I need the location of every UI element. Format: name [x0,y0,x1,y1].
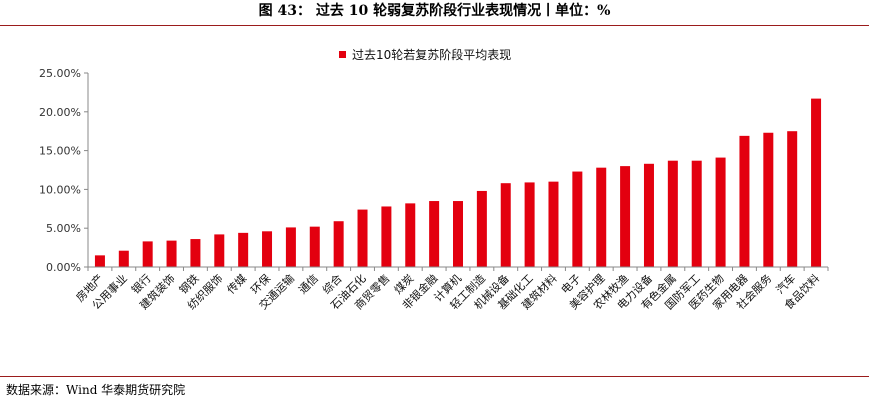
footer-divider [0,376,869,377]
bar [524,182,535,267]
bar [811,98,822,267]
bar [429,201,440,267]
bar [285,227,296,267]
bar [142,241,153,267]
bar [381,206,392,267]
x-axis: 房地产公用事业 银行建筑装饰 钢铁纺织服饰 传媒 环保交通运输 通信 综合石油石化商贸零售煤… [73,266,829,312]
x-tick-label: 传媒 [225,272,250,297]
bar [787,131,798,267]
bar [596,167,607,267]
y-tick-label: 25.00% [39,67,81,80]
bar [214,234,225,267]
y-tick-label: 5.00% [46,222,81,235]
bar [620,166,631,267]
bar [739,135,750,267]
y-tick-label: 20.00% [39,106,81,119]
y-tick-label: 10.00% [39,183,81,196]
y-tick-label: 0.00% [46,261,81,274]
y-axis: 0.00% 5.00% 10.00% 15.00% 20.00% 25.00% [39,67,89,274]
bar [500,183,511,267]
bar-chart: 过去10轮若复苏阶段平均表现 0.00% 5.00% 10.00% 15.00% 20.… [39,47,829,312]
bar [691,160,702,267]
bar [548,181,559,267]
bar [405,203,416,267]
bar [262,231,273,267]
bar [190,239,201,267]
figure-title: 图 43： 过去 10 轮弱复苏阶段行业表现情况丨单位：% [258,3,611,19]
bar [667,160,678,267]
bar [715,157,726,267]
bar [357,209,368,267]
legend: 过去10轮若复苏阶段平均表现 [339,47,511,62]
y-tick-label: 15.00% [39,145,81,158]
bar [643,163,654,267]
bar [763,132,774,267]
bar [333,221,344,267]
x-tick-label: 通信 [296,272,321,297]
legend-label: 过去10轮若复苏阶段平均表现 [352,47,511,62]
bar [309,226,320,267]
bar [166,240,177,267]
legend-swatch [339,51,346,58]
bar [453,201,463,267]
data-source: 数据来源：Wind 华泰期货研究院 [6,383,186,397]
title-divider [0,25,869,26]
bar [238,232,249,267]
bar [94,255,105,267]
bar [118,250,129,267]
bars [94,98,822,267]
bar [572,171,583,267]
bar [476,190,487,267]
